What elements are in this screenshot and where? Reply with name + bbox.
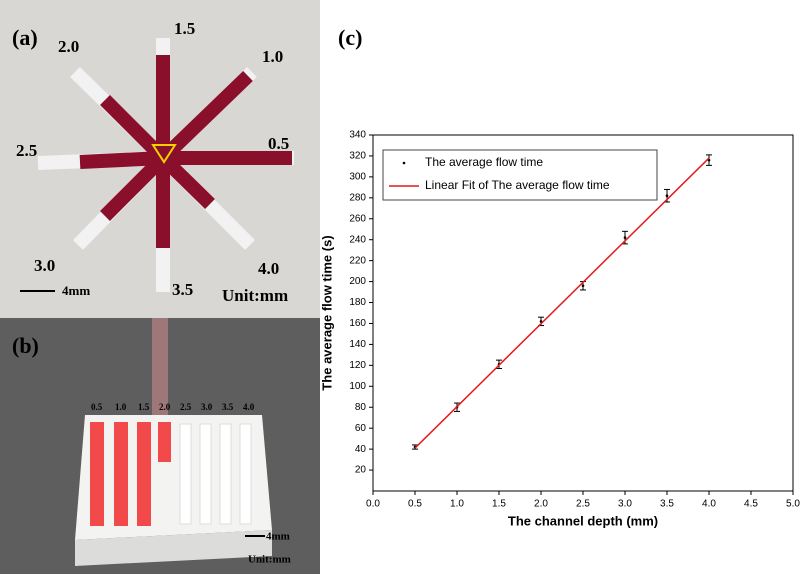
y-tick-label: 280: [349, 192, 366, 203]
depth-label: 3.0: [201, 402, 213, 412]
x-tick-label: 3.0: [618, 499, 632, 510]
x-tick-label: 4.0: [702, 499, 716, 510]
photo-a: [0, 0, 320, 318]
y-axis-title: The average flow time (s): [319, 235, 334, 390]
x-tick-label: 0.0: [366, 499, 380, 510]
y-tick-label: 120: [349, 360, 366, 371]
y-tick-label: 340: [349, 130, 366, 141]
y-tick-label: 180: [349, 297, 366, 308]
unit-label: Unit:mm: [248, 554, 291, 566]
depth-label: 1.5: [138, 402, 150, 412]
fit-line: [414, 157, 710, 449]
x-axis-title: The channel depth (mm): [508, 513, 658, 528]
y-tick-label: 160: [349, 318, 366, 329]
depth-label: 0.5: [268, 134, 289, 153]
legend-box: [382, 149, 658, 201]
panel-label: (c): [338, 25, 362, 50]
x-tick-label: 2.5: [576, 499, 590, 510]
x-tick-label: 3.5: [660, 499, 674, 510]
y-tick-label: 320: [349, 151, 366, 162]
depth-label: 4.0: [243, 402, 255, 412]
x-tick-label: 1.5: [492, 499, 506, 510]
y-tick-label: 80: [355, 402, 367, 413]
panel-label: (b): [12, 333, 39, 358]
depth-label: 0.5: [91, 402, 103, 412]
scale-label: 4mm: [266, 531, 290, 543]
y-tick-label: 260: [349, 213, 366, 224]
depth-label: 1.5: [174, 19, 195, 38]
x-tick-label: 2.0: [534, 499, 548, 510]
depth-label: 1.0: [262, 47, 283, 66]
y-tick-label: 20: [355, 465, 367, 476]
depth-label: 3.5: [222, 402, 234, 412]
x-tick-label: 5.0: [786, 499, 800, 510]
depth-label: 2.0: [58, 37, 79, 56]
y-tick-label: 240: [349, 234, 366, 245]
depth-label: 2.0: [159, 402, 171, 412]
y-tick-label: 300: [349, 172, 366, 183]
panel-label: (a): [12, 25, 38, 50]
y-tick-label: 200: [349, 276, 366, 287]
point: [539, 320, 543, 323]
y-tick-label: 140: [349, 339, 366, 350]
point: [665, 194, 669, 198]
depth-label: 2.5: [180, 402, 192, 412]
point: [623, 236, 627, 239]
legend-swatch: [402, 161, 406, 165]
depth-label: 3.5: [172, 280, 193, 299]
x-tick-label: 4.5: [744, 499, 758, 510]
legend-label: Linear Fit of The average flow time: [425, 178, 610, 192]
y-tick-label: 100: [349, 381, 366, 392]
point: [581, 284, 585, 288]
unit-label: Unit:mm: [222, 286, 288, 305]
scale-label: 4mm: [62, 283, 90, 298]
legend-label: The average flow time: [425, 155, 543, 169]
y-tick-label: 220: [349, 255, 366, 266]
x-tick-label: 0.5: [408, 499, 422, 510]
depth-label: 4.0: [258, 259, 279, 278]
photo-b: [0, 318, 320, 574]
depth-label: 3.0: [34, 256, 55, 275]
y-tick-label: 40: [355, 444, 367, 455]
y-tick-label: 60: [355, 423, 367, 434]
depth-label: 2.5: [16, 141, 37, 160]
x-tick-label: 1.0: [450, 499, 464, 510]
depth-label: 1.0: [115, 402, 127, 412]
